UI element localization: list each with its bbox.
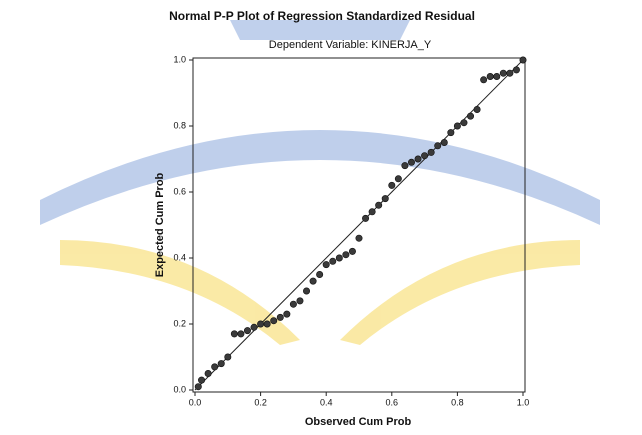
y-tick-label: 0.0 [173,384,186,394]
point [473,106,481,114]
x-tick-label: 0.4 [320,397,333,407]
point [440,139,448,147]
point [447,129,455,137]
point [460,119,468,127]
point [250,323,258,331]
point [434,142,442,150]
point [322,261,330,269]
point [519,56,527,64]
point [453,122,461,130]
x-axis-label: Observed Cum Prob [305,416,412,428]
point [362,214,370,222]
y-tick-label: 1.0 [173,54,186,64]
watermark [40,20,600,345]
point [296,297,304,305]
point [355,234,363,242]
point [198,376,206,384]
x-tick-label: 1.0 [517,397,530,407]
x-tick-label: 0.8 [451,397,464,407]
point [388,181,396,189]
point [257,320,265,328]
point [270,317,278,325]
x-tick-label: 0.0 [189,397,202,407]
point [506,69,514,77]
point [427,148,435,156]
point [421,152,429,160]
y-tick-label: 0.4 [173,252,186,262]
point [493,73,501,81]
point [217,360,225,368]
point [401,162,409,170]
point [335,254,343,262]
point [329,257,337,265]
point [224,353,232,361]
point [276,313,284,321]
point [499,69,507,77]
point [407,158,415,166]
point [381,195,389,203]
plot-frame [192,57,526,393]
y-axis-label: Expected Cum Prob [154,172,166,277]
point [394,175,402,183]
point [467,112,475,120]
point [263,320,271,328]
point [375,201,383,209]
y-tick-label: 0.2 [173,318,186,328]
point [368,208,376,216]
point [348,247,356,255]
point [316,270,324,278]
point [194,383,202,391]
y-tick-label: 0.8 [173,120,186,130]
point [414,155,422,163]
point [204,369,212,377]
chart-subtitle: Dependent Variable: KINERJA_Y [269,39,432,51]
point [480,76,488,84]
point [486,73,494,81]
point [243,327,251,335]
point [283,310,291,318]
chart-title: Normal P-P Plot of Regression Standardiz… [169,9,475,23]
point [230,330,238,338]
point [289,300,297,308]
point [342,251,350,259]
point [211,363,219,371]
x-tick-label: 0.6 [386,397,399,407]
y-tick-label: 0.6 [173,186,186,196]
point [512,66,520,74]
x-tick-label: 0.2 [254,397,267,407]
point [309,277,317,285]
point [237,330,245,338]
point [303,287,311,295]
